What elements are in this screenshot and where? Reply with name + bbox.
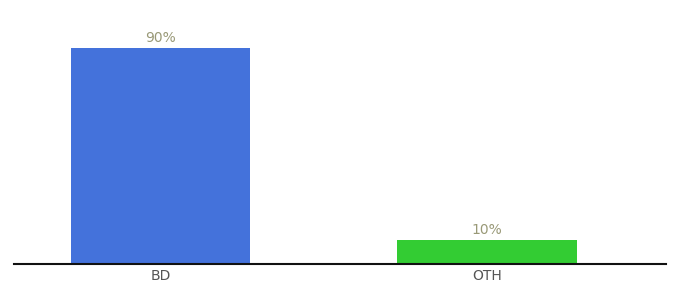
Bar (397, 240, 577, 264)
Text: 10%: 10% (471, 223, 503, 237)
Bar (71, 48, 250, 264)
Text: 90%: 90% (145, 31, 176, 45)
